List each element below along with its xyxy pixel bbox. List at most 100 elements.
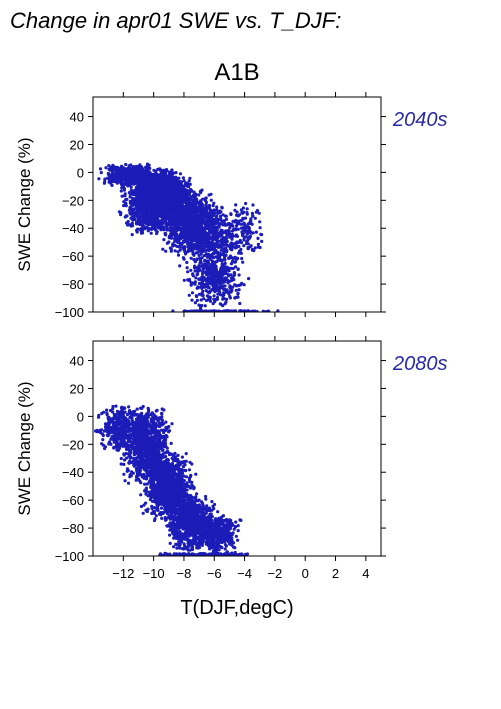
scatter-point [107,418,111,422]
scatter-point [212,256,216,260]
scatter-point [205,205,209,209]
scatter-point [156,191,160,195]
scatter-point [256,236,260,240]
scatter-point [182,229,186,233]
scatter-point [258,226,262,230]
scatter-point [198,261,202,265]
scatter-point [217,275,221,280]
scatter-point [193,246,197,250]
scatter-point [214,227,219,232]
scatter-point [237,288,241,292]
scatter-point [190,291,195,295]
scatter-point [187,293,191,297]
scatter-point [123,410,127,414]
scatter-point [242,222,246,226]
scatter-point [245,232,249,236]
scatter-point [127,429,131,434]
scatter-point [152,183,156,188]
scatter-point [187,277,192,282]
scatter-point [157,208,161,212]
scatter-point [195,294,199,299]
scatter-point [122,438,126,443]
scatter-point [205,255,209,259]
scatter-point [170,234,174,238]
scatter-point [201,203,205,207]
scatter-point [162,168,166,172]
scatter-point [206,273,210,277]
scatter-point [214,230,219,234]
scatter-point [109,442,113,446]
scatter-point [170,211,174,215]
scatter-point [193,309,197,312]
scatter-point [107,164,111,168]
scatter-point [165,228,169,232]
scatter-point [106,424,111,428]
scatter-point [232,271,236,275]
scatter-point [128,192,132,196]
scatter-point [166,193,170,197]
scatter-point [185,205,189,210]
scatter-point [186,249,190,253]
scatter-point [218,287,222,291]
scatter-point [237,251,241,255]
scatter-point [233,255,237,259]
scatter-point [218,282,222,286]
y-tick-label: −60 [62,249,84,264]
scatter-point [211,241,215,245]
scatter-point [205,243,209,247]
scatter-point [228,296,232,300]
scatter-point [186,237,190,241]
scatter-point [181,215,185,219]
scatter-point [219,248,223,252]
scatter-point [219,210,223,214]
scatter-point [110,175,114,179]
scatter-point [142,224,146,228]
scatter-point [176,250,180,254]
scatter-point [221,239,225,243]
scatter-point [204,248,208,252]
scatter-point [171,192,176,196]
scatter-point [193,226,198,230]
scatter-point [222,264,226,268]
scatter-point [145,196,150,200]
scatter-point [215,205,219,209]
scatter-point [209,254,214,258]
scatter-point [199,252,203,256]
scatter-point [138,174,142,178]
scatter-point [235,221,239,225]
scatter-point [143,176,147,180]
scatter-point [211,204,215,208]
scatter-point [131,193,135,197]
scatter-point [214,264,218,269]
scatter-point [111,410,115,414]
scatter-point [237,273,241,277]
scatter-point [178,189,182,193]
scatter-point [178,241,182,245]
scatter-point [210,263,214,267]
scatter-point [188,209,193,213]
scatter-point [170,187,174,192]
scatter-point [103,446,107,451]
scatter-point [220,258,224,262]
scatter-point [165,201,169,205]
scatter-point [188,231,192,235]
scatter-point [164,420,168,424]
scatter-point [189,216,193,220]
scatter-point [130,174,134,178]
scatter-point [200,285,204,289]
scatter-point [144,219,148,223]
scatter-point [174,181,178,185]
scatter-point [201,282,206,286]
scatter-point [188,204,193,208]
scatter-point [209,192,213,196]
scatter-point [120,405,124,409]
scatter-point [175,193,179,198]
scatter-point [181,246,185,250]
scatter-point [161,247,165,251]
scatter-point [138,188,142,192]
scatter-point [221,213,225,217]
scatter-point [134,202,139,207]
scatter-point [157,197,161,201]
scatter-point [209,198,213,202]
